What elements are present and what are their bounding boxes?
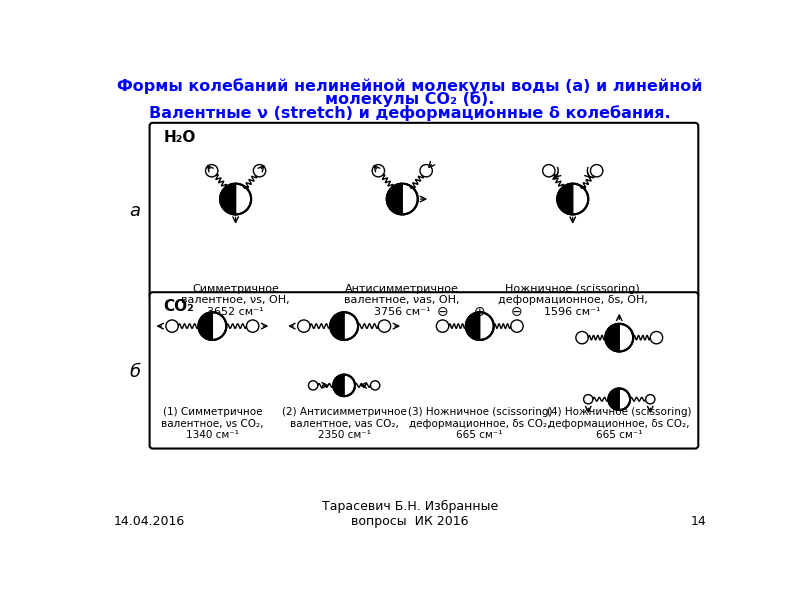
Circle shape — [334, 374, 355, 396]
Circle shape — [608, 388, 630, 410]
Text: б: б — [130, 363, 141, 382]
Text: (2) Антисимметричное
валентное, νas CO₂,
2350 см⁻¹: (2) Антисимметричное валентное, νas CO₂,… — [282, 407, 406, 440]
Circle shape — [650, 331, 662, 344]
Text: Формы колебаний нелинейной молекулы воды (а) и линейной: Формы колебаний нелинейной молекулы воды… — [118, 78, 702, 94]
Text: Валентные ν (stretch) и деформационные δ колебания.: Валентные ν (stretch) и деформационные δ… — [149, 105, 671, 121]
Text: 14.04.2016: 14.04.2016 — [114, 515, 185, 528]
Polygon shape — [558, 184, 573, 214]
Circle shape — [576, 331, 588, 344]
Text: ⊖: ⊖ — [511, 305, 522, 319]
Circle shape — [378, 320, 390, 332]
Circle shape — [436, 320, 449, 332]
Circle shape — [606, 324, 634, 352]
Circle shape — [330, 312, 358, 340]
Text: ⊕: ⊕ — [474, 305, 486, 319]
Circle shape — [590, 164, 603, 177]
Text: а: а — [130, 202, 140, 220]
Circle shape — [584, 395, 593, 404]
Circle shape — [198, 312, 226, 340]
Text: H₂O: H₂O — [163, 130, 196, 145]
FancyBboxPatch shape — [150, 123, 698, 298]
Text: 14: 14 — [690, 515, 706, 528]
Circle shape — [166, 320, 178, 332]
Text: (3) Ножничное (scissoring)
деформационное, δs CO₂,
665 см⁻¹: (3) Ножничное (scissoring) деформационно… — [407, 407, 552, 440]
Text: (4) Ножничное (scissoring)
деформационное, δs CO₂,
665 см⁻¹: (4) Ножничное (scissoring) деформационно… — [547, 407, 691, 440]
Circle shape — [510, 320, 523, 332]
Circle shape — [646, 395, 655, 404]
Polygon shape — [609, 388, 619, 410]
Circle shape — [309, 381, 318, 390]
Text: CO₂: CO₂ — [163, 299, 194, 314]
Text: Антисимметричное
валентное, νas, OH,
3756 см⁻¹: Антисимметричное валентное, νas, OH, 375… — [345, 284, 460, 317]
Circle shape — [558, 184, 588, 214]
Polygon shape — [334, 374, 344, 396]
Circle shape — [254, 164, 266, 177]
Polygon shape — [466, 312, 480, 340]
Polygon shape — [330, 312, 344, 340]
FancyBboxPatch shape — [150, 292, 698, 449]
Circle shape — [246, 320, 259, 332]
Text: ⊖: ⊖ — [437, 305, 448, 319]
Circle shape — [372, 164, 385, 177]
Circle shape — [542, 164, 555, 177]
Circle shape — [298, 320, 310, 332]
Text: Ножничное (scissoring)
деформационное, δs, OH,
1596 см⁻¹: Ножничное (scissoring) деформационное, δ… — [498, 284, 648, 317]
Circle shape — [220, 184, 251, 214]
Text: Симметричное
валентное, νs, OH,
3652 см⁻¹: Симметричное валентное, νs, OH, 3652 см⁻… — [182, 284, 290, 317]
Circle shape — [206, 164, 218, 177]
Text: молекулы CO₂ (б).: молекулы CO₂ (б). — [326, 91, 494, 107]
Polygon shape — [606, 324, 619, 352]
Circle shape — [420, 164, 432, 177]
Circle shape — [370, 381, 380, 390]
Text: Тарасевич Б.Н. Избранные
вопросы  ИК 2016: Тарасевич Б.Н. Избранные вопросы ИК 2016 — [322, 500, 498, 528]
Circle shape — [386, 184, 418, 214]
Polygon shape — [220, 184, 236, 214]
Circle shape — [466, 312, 494, 340]
Polygon shape — [386, 184, 402, 214]
Polygon shape — [198, 312, 212, 340]
Text: (1) Симметричное
валентное, νs CO₂,
1340 см⁻¹: (1) Симметричное валентное, νs CO₂, 1340… — [161, 407, 264, 440]
